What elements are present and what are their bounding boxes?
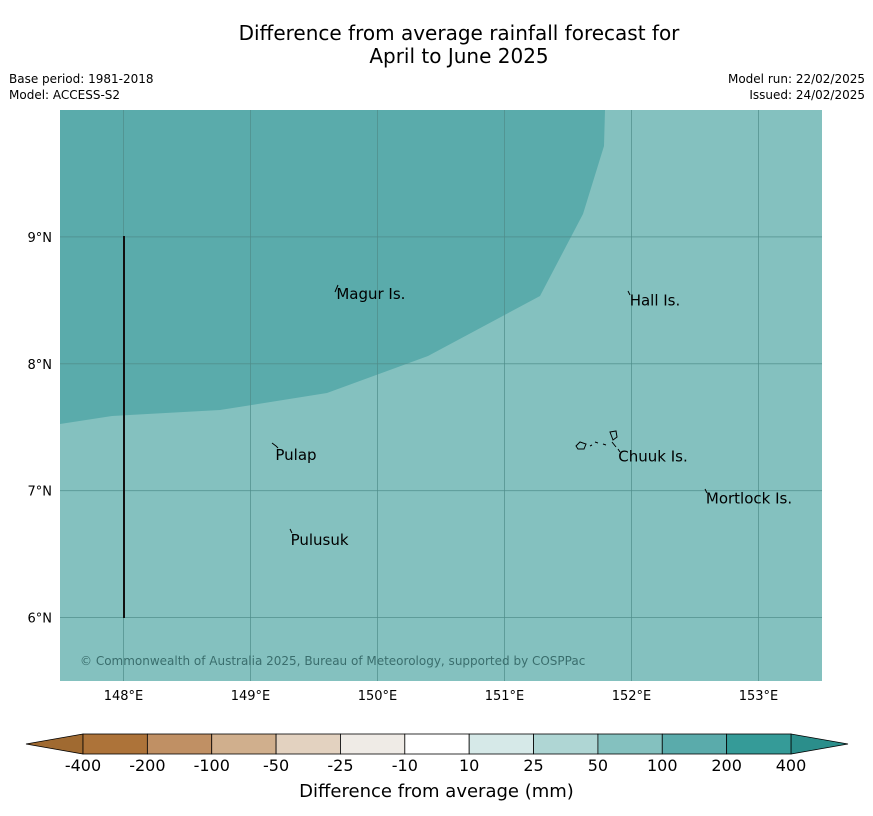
lon-tick-label: 148°E — [104, 689, 144, 704]
colorbar-title: Difference from average (mm) — [299, 781, 574, 802]
colorbar-tick-label: 200 — [711, 756, 742, 775]
model-run-text: Model run: 22/02/2025 — [727, 72, 865, 86]
colorbar-tick-label: 400 — [775, 756, 807, 775]
mortlock-island-shape — [704, 488, 708, 494]
island-outlines — [271, 284, 708, 534]
lat-tick-label: 8°N — [28, 358, 53, 373]
copyright-text: © Commonwealth of Australia 2025, Bureau… — [80, 654, 585, 668]
colorbar-swatch — [82, 733, 148, 755]
lon-tick-label: 151°E — [485, 689, 525, 704]
colorbar-tick-label: -400 — [64, 756, 102, 775]
map-title: Difference from average rainfall forecas… — [0, 22, 873, 68]
title-line-1: Difference from average rainfall forecas… — [238, 21, 680, 45]
meta-right: Model run: 22/02/2025 Issued: 24/02/2025 — [728, 71, 865, 103]
lat-tick-label: 9°N — [28, 231, 53, 246]
colorbar-swatch — [597, 733, 663, 755]
model-text: Model: ACCESS-S2 — [9, 88, 121, 102]
map-frame — [60, 110, 822, 681]
pulusuk-island-shape — [289, 528, 293, 534]
colorbar-swatch — [726, 733, 792, 755]
colorbar-over-arrow — [790, 733, 849, 755]
longitude-tick-labels: 148°E 149°E 150°E 151°E 152°E 153°E — [104, 689, 779, 704]
colorbar-swatch — [275, 733, 341, 755]
latitude-tick-labels: 9°N 8°N 7°N 6°N — [28, 231, 53, 627]
lat-tick-label: 7°N — [28, 485, 53, 500]
colorbar-swatch — [468, 733, 534, 755]
colorbar-swatch — [533, 733, 599, 755]
lon-tick-label: 153°E — [739, 689, 779, 704]
place-label: Chuuk Is. — [618, 447, 687, 465]
colorbar-swatch — [211, 733, 277, 755]
colorbar-swatch — [661, 733, 728, 755]
place-label: Magur Is. — [336, 285, 405, 303]
base-period-text: Base period: 1981-2018 — [9, 72, 154, 86]
lon-tick-label: 149°E — [231, 689, 271, 704]
place-label: Mortlock Is. — [706, 489, 792, 507]
place-label: Pulap — [275, 446, 316, 464]
chuuk-lagoon-shape — [575, 430, 621, 453]
lon-tick-label: 150°E — [358, 689, 398, 704]
colorbar — [25, 733, 849, 755]
hall-island-shape — [627, 290, 631, 296]
colorbar-tick-label: 50 — [587, 756, 609, 775]
colorbar-tick-label: -100 — [193, 756, 230, 775]
lat-tick-label: 6°N — [28, 612, 53, 627]
issued-text: Issued: 24/02/2025 — [749, 88, 865, 102]
colorbar-swatch — [404, 733, 470, 755]
place-label: Hall Is. — [630, 291, 681, 309]
place-label: Pulusuk — [291, 531, 349, 549]
colorbar-tick-label: 25 — [523, 756, 544, 775]
colorbar-tick-label: 10 — [458, 756, 480, 775]
colorbar-tick-label: -25 — [327, 756, 354, 775]
meta-left: Base period: 1981-2018 Model: ACCESS-S2 — [9, 71, 154, 103]
magur-island-shape — [334, 284, 339, 293]
lon-tick-label: 152°E — [612, 689, 652, 704]
colorbar-under-arrow — [25, 733, 84, 755]
colorbar-swatch — [146, 733, 213, 755]
graticule — [60, 110, 822, 681]
colorbar-tick-label: -10 — [391, 756, 418, 775]
pulap-island-shape — [271, 442, 279, 449]
place-labels: Magur Is. Hall Is. Pulap Chuuk Is. Mortlock … — [275, 285, 792, 549]
colorbar-tick-label: -200 — [129, 756, 166, 775]
title-line-2: April to June 2025 — [369, 44, 549, 68]
colorbar-swatch — [340, 733, 406, 755]
colorbar-tick-label: 100 — [646, 756, 678, 775]
colorbar-tick-label: -50 — [263, 756, 290, 775]
region-100-200-fill — [60, 110, 605, 424]
